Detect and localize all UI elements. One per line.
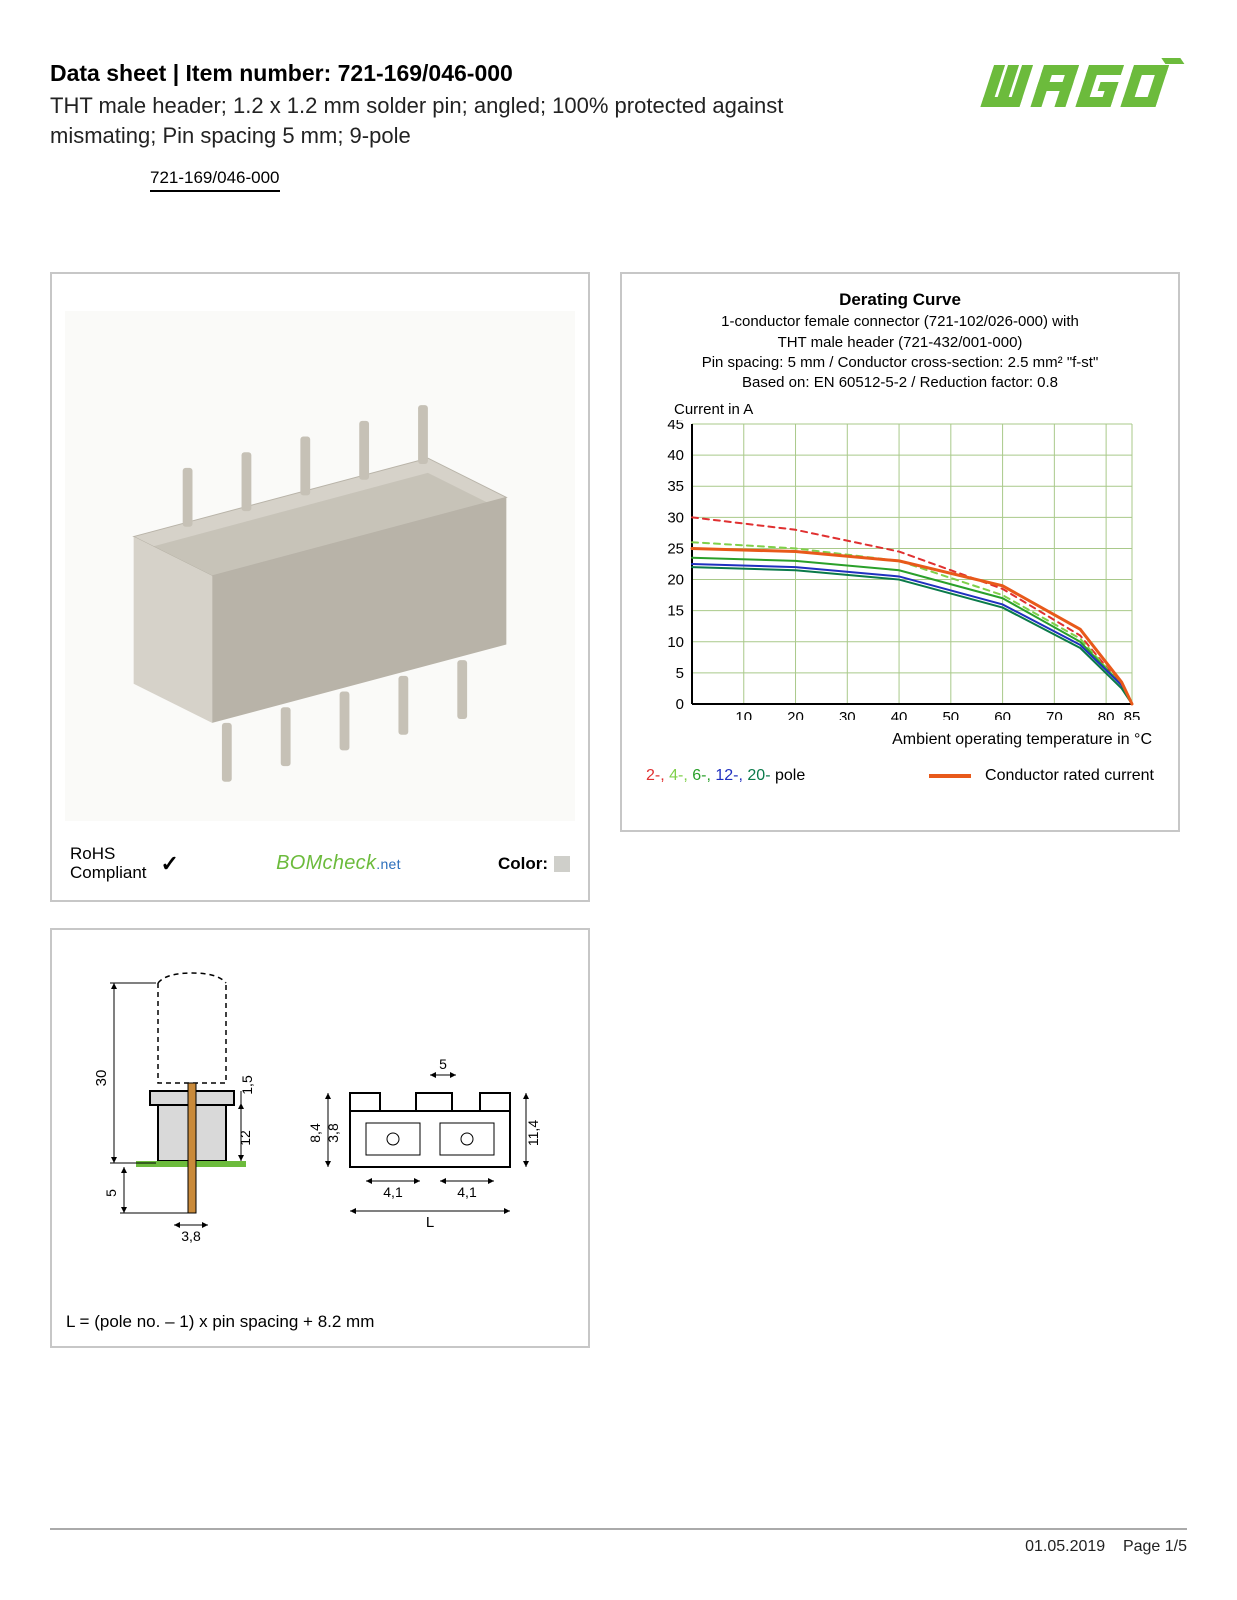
svg-text:25: 25 [667, 541, 684, 558]
svg-text:20: 20 [667, 572, 684, 589]
svg-text:30: 30 [839, 709, 856, 720]
chart-title: Derating Curve [642, 290, 1158, 310]
svg-text:5: 5 [676, 665, 684, 682]
legend-rated: Conductor rated current [929, 767, 1154, 785]
svg-text:15: 15 [667, 603, 684, 620]
svg-text:70: 70 [1046, 709, 1063, 720]
color-swatch [554, 856, 570, 872]
wago-logo [977, 56, 1187, 121]
page-title: Data sheet | Item number: 721-169/046-00… [50, 60, 977, 87]
footer-date: 01.05.2019 [1025, 1538, 1105, 1555]
rohs-badge: RoHS Compliant ✓ [70, 845, 179, 882]
product-render [64, 286, 576, 845]
svg-text:3,8: 3,8 [325, 1123, 341, 1143]
footer-page: Page 1/5 [1123, 1538, 1187, 1555]
svg-text:80: 80 [1098, 709, 1115, 720]
svg-text:50: 50 [942, 709, 959, 720]
svg-text:11,4: 11,4 [525, 1120, 541, 1146]
svg-text:85: 85 [1124, 709, 1141, 720]
svg-text:4,1: 4,1 [457, 1184, 477, 1200]
color-indicator: Color: [498, 854, 570, 874]
rohs-text-1: RoHS [70, 845, 147, 864]
bomcheck-logo: BOMcheck.net [276, 852, 401, 875]
svg-text:40: 40 [667, 447, 684, 464]
svg-text:10: 10 [667, 634, 684, 651]
svg-text:1,5: 1,5 [239, 1075, 255, 1095]
check-icon: ✓ [161, 851, 179, 877]
rohs-text-2: Compliant [70, 864, 147, 883]
chart-ylabel: Current in A [674, 401, 1158, 418]
svg-text:45: 45 [667, 420, 684, 433]
svg-text:L: L [426, 1214, 434, 1231]
dimension-diagram-panel: 30121,553,858,43,811,44,14,1L L = (pole … [50, 928, 590, 1348]
item-number-link[interactable]: 721-169/046-000 [150, 168, 280, 192]
svg-text:40: 40 [891, 709, 908, 720]
svg-text:10: 10 [735, 709, 752, 720]
legend-poles: 2-, 4-, 6-, 12-, 20- pole [646, 767, 805, 785]
legend-rated-line [929, 774, 971, 778]
svg-text:5: 5 [103, 1189, 119, 1197]
page-footer: 01.05.2019 Page 1/5 [50, 1528, 1187, 1556]
derating-chart: 0 5 10 15 20 25 30 35 40 45 10 20 30 40 50 60 70 80 85 [642, 420, 1162, 720]
page-subtitle: THT male header; 1.2 x 1.2 mm solder pin… [50, 91, 870, 150]
svg-text:8,4: 8,4 [307, 1123, 323, 1143]
derating-chart-panel: Derating Curve 1-conductor female connec… [620, 272, 1180, 832]
chart-desc: 1-conductor female connector (721-102/02… [642, 312, 1158, 393]
product-image-panel: RoHS Compliant ✓ BOMcheck.net Color: [50, 272, 590, 902]
svg-text:30: 30 [667, 510, 684, 527]
svg-text:35: 35 [667, 479, 684, 496]
dimension-diagram: 30121,553,858,43,811,44,14,1L [66, 944, 576, 1312]
svg-text:3,8: 3,8 [181, 1228, 201, 1244]
svg-text:20: 20 [787, 709, 804, 720]
svg-text:0: 0 [676, 696, 684, 713]
svg-text:60: 60 [994, 709, 1011, 720]
svg-text:4,1: 4,1 [383, 1184, 403, 1200]
chart-xlabel: Ambient operating temperature in °C [642, 731, 1152, 749]
diagram-caption: L = (pole no. – 1) x pin spacing + 8.2 m… [66, 1312, 574, 1332]
svg-text:12: 12 [237, 1130, 253, 1146]
svg-text:5: 5 [439, 1056, 447, 1072]
svg-text:30: 30 [93, 1070, 110, 1087]
